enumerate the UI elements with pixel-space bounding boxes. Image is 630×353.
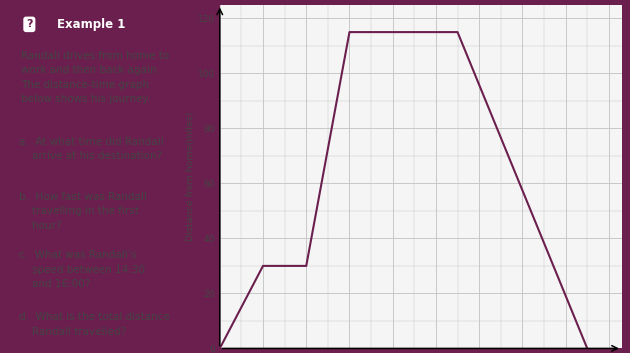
Y-axis label: Distance from home(miles): Distance from home(miles): [186, 112, 195, 241]
Text: c.  What was Randall’s
    speed between 14:30
    and 16:00?: c. What was Randall’s speed between 14:3…: [19, 250, 145, 289]
Text: Example 1: Example 1: [57, 18, 125, 31]
Text: ?: ?: [26, 19, 33, 29]
Text: b.  How fast was Randall
    travelling in the first
    hour?: b. How fast was Randall travelling in th…: [19, 192, 147, 231]
FancyBboxPatch shape: [6, 2, 175, 47]
Text: a.  At what time did Randall
    arrive at his destination?: a. At what time did Randall arrive at hi…: [19, 137, 164, 161]
FancyBboxPatch shape: [8, 5, 220, 44]
Text: Randall drives from home to
work and then back again.
The distance-time graph
be: Randall drives from home to work and the…: [21, 51, 169, 104]
Text: d.  What is the total distance
    Randall travelled?: d. What is the total distance Randall tr…: [19, 312, 169, 337]
